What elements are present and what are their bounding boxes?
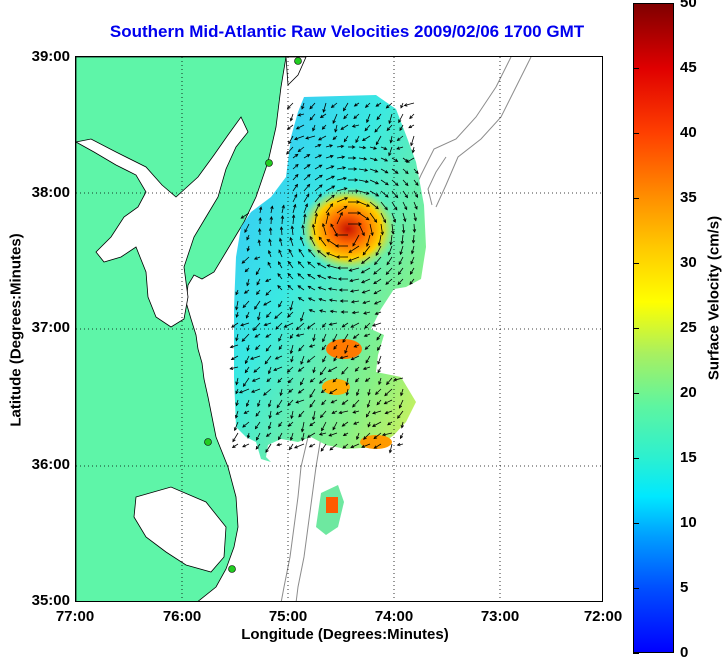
x-tick-label: 75:00 <box>258 608 318 625</box>
colorbar-tick-mark <box>633 328 639 329</box>
colorbar-tick-label: 35 <box>680 189 697 206</box>
colorbar-tick-mark <box>633 198 639 199</box>
colorbar-tick-mark <box>633 263 639 264</box>
colorbar-tick-label: 40 <box>680 124 697 141</box>
y-tick-label: 39:00 <box>0 48 70 65</box>
y-tick-label: 35:00 <box>0 592 70 609</box>
colorbar <box>633 3 674 653</box>
colorbar-tick-mark <box>633 523 639 524</box>
y-tick-label: 38:00 <box>0 184 70 201</box>
velocity-hotspot <box>326 339 362 359</box>
colorbar-tick-mark <box>633 653 639 654</box>
x-axis-label: Longitude (Degrees:Minutes) <box>180 626 510 643</box>
colorbar-tick-label: 5 <box>680 579 688 596</box>
y-axis-label: Latitude (Degrees:Minutes) <box>8 233 25 426</box>
colorbar-tick-mark <box>633 393 639 394</box>
colorbar-tick-label: 20 <box>680 384 697 401</box>
colorbar-tick-label: 0 <box>680 644 688 661</box>
velocity-hotspot <box>326 497 338 513</box>
radar-station-marker <box>295 58 302 65</box>
radar-station-marker <box>205 439 212 446</box>
colorbar-tick-mark <box>633 458 639 459</box>
x-tick-label: 76:00 <box>152 608 212 625</box>
x-tick-label: 72:00 <box>573 608 633 625</box>
colorbar-tick-label: 10 <box>680 514 697 531</box>
y-tick-label: 36:00 <box>0 456 70 473</box>
colorbar-label: Surface Velocity (cm/s) <box>706 216 723 380</box>
radar-station-marker <box>266 160 273 167</box>
colorbar-tick-label: 25 <box>680 319 697 336</box>
colorbar-tick-label: 50 <box>680 0 697 11</box>
colorbar-tick-mark <box>633 3 639 4</box>
radar-station-marker <box>229 566 236 573</box>
x-tick-label: 73:00 <box>470 608 530 625</box>
map-plot-area <box>75 56 603 602</box>
colorbar-tick-mark <box>633 68 639 69</box>
colorbar-tick-mark <box>633 588 639 589</box>
x-tick-label: 74:00 <box>364 608 424 625</box>
map-title: Southern Mid-Atlantic Raw Velocities 200… <box>62 22 632 42</box>
colorbar-tick-label: 30 <box>680 254 697 271</box>
colorbar-tick-label: 15 <box>680 449 697 466</box>
colorbar-tick-mark <box>633 133 639 134</box>
map-canvas <box>76 57 603 602</box>
x-tick-label: 77:00 <box>45 608 105 625</box>
colorbar-tick-label: 45 <box>680 59 697 76</box>
